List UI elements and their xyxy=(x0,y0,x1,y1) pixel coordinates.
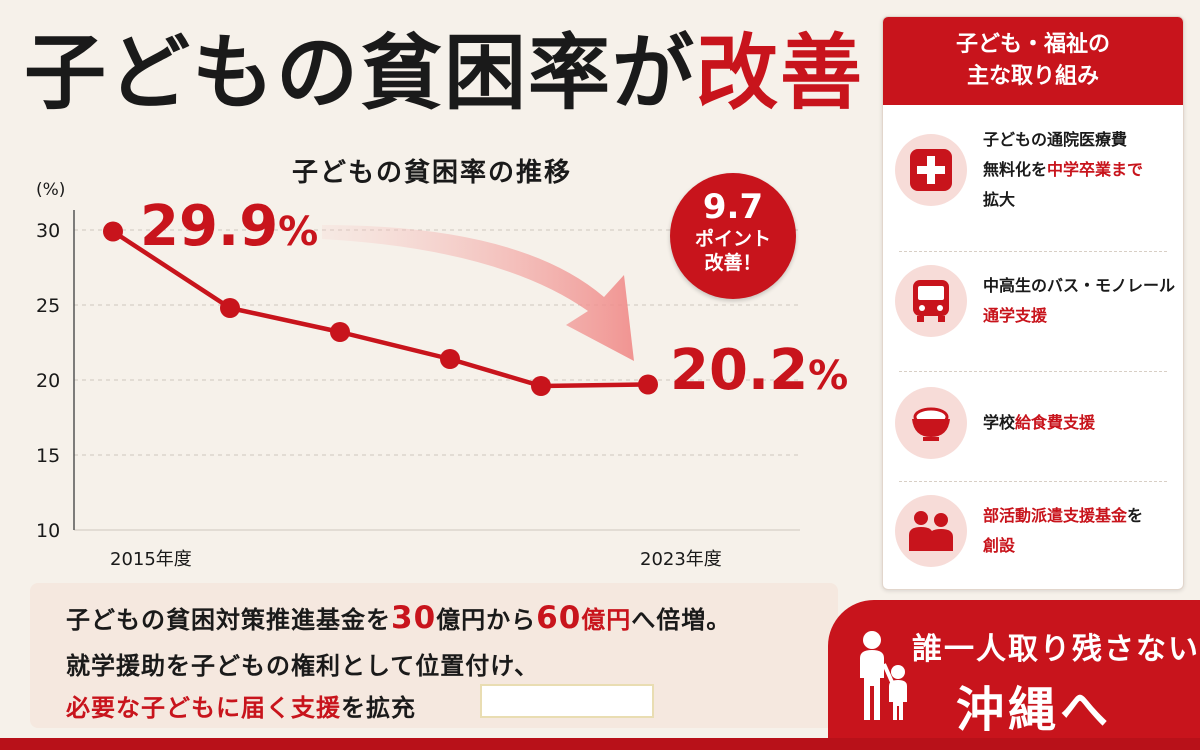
medical-cross-icon xyxy=(895,134,967,206)
note-l1-amount-from: 30 xyxy=(391,600,437,636)
initiative-bus-line1: 中高生のバス・モノレール xyxy=(983,276,1176,295)
note-l1-amount-to: 60 xyxy=(536,600,582,636)
initiative-club: 部活動派遣支援基金を 創設 xyxy=(883,495,1183,567)
initiative-medical-text: 子どもの通院医療費 無料化を中学卒業まで 拡大 xyxy=(983,125,1143,215)
improvement-badge: 9.7 ポイント 改善！ xyxy=(670,173,796,299)
panel-header: 子ども・福祉の 主な取り組み xyxy=(883,17,1183,105)
initiatives-panel: 子ども・福祉の 主な取り組み 子どもの通院医療費 無料化を中学卒業まで 拡大 中… xyxy=(882,16,1184,590)
bus-icon xyxy=(895,265,967,337)
panel-divider xyxy=(899,481,1167,482)
initiative-club-line1b: を xyxy=(1127,506,1144,525)
note-l3-highlight: 必要な子どもに届く支援 xyxy=(66,694,341,722)
initiative-medical-highlight: 中学卒業まで xyxy=(1047,160,1144,179)
initiative-medical-line2: 無料化を中学卒業まで xyxy=(983,155,1143,185)
series-line xyxy=(111,229,649,389)
panel-divider xyxy=(899,251,1167,252)
panel-title-line2: 主な取り組み xyxy=(966,64,1099,89)
initiative-bus-text: 中高生のバス・モノレール 通学支援 xyxy=(983,271,1175,331)
data-point xyxy=(440,349,460,369)
initiative-lunch-highlight: 給食費支援 xyxy=(1015,413,1096,432)
x-label-end: 2023年度 xyxy=(640,549,722,570)
initiative-lunch: 学校給食費支援 xyxy=(883,387,1183,459)
y-tick-label: 25 xyxy=(36,295,60,317)
initiative-lunch-line1a: 学校 xyxy=(983,413,1016,432)
initiative-medical-line3: 拡大 xyxy=(983,190,1016,209)
y-tick-label: 10 xyxy=(36,520,60,542)
initiative-bus: 中高生のバス・モノレール 通学支援 xyxy=(883,265,1183,337)
initiative-bus-line2: 通学支援 xyxy=(983,306,1048,325)
y-tick-label: 30 xyxy=(36,220,60,242)
initiative-medical-line1: 子どもの通院医療費 xyxy=(983,130,1128,149)
improvement-arrow xyxy=(322,225,634,361)
line-chart: (%) 30 25 20 15 10 29.9% 20.2% 2015年度 2023年度 xyxy=(36,180,848,570)
start-value-pct: % xyxy=(278,209,318,255)
rice-bowl-icon xyxy=(895,387,967,459)
y-tick-label: 20 xyxy=(36,370,60,392)
initiative-lunch-line1: 学校給食費支援 xyxy=(983,408,1095,438)
data-point xyxy=(330,322,350,342)
initiative-medical-line2a: 無料化を xyxy=(983,160,1048,179)
initiative-lunch-text: 学校給食費支援 xyxy=(983,408,1095,438)
data-point xyxy=(638,374,658,395)
family-icon xyxy=(860,631,907,720)
end-value-number: 20.2 xyxy=(670,338,808,403)
data-point xyxy=(103,221,123,242)
initiative-club-text: 部活動派遣支援基金を 創設 xyxy=(983,501,1143,561)
badge-line2: 改善！ xyxy=(704,252,762,274)
initiative-medical: 子どもの通院医療費 無料化を中学卒業まで 拡大 xyxy=(883,125,1183,215)
start-value-label: 29.9% xyxy=(140,194,318,259)
note-l3-b: を拡充 xyxy=(341,694,416,722)
start-value-number: 29.9 xyxy=(140,194,278,259)
initiative-club-highlight: 部活動派遣支援基金 xyxy=(983,506,1128,525)
data-point xyxy=(531,376,551,396)
badge-line1: ポイント xyxy=(694,228,771,250)
note-l1-f: へ倍増。 xyxy=(631,606,732,634)
headline: 子どもの貧困率が改善 xyxy=(24,18,864,128)
end-value-pct: % xyxy=(808,353,848,399)
data-point xyxy=(220,298,240,318)
policy-note-box xyxy=(30,583,838,728)
headline-accent: 改善 xyxy=(696,25,865,121)
end-value-label: 20.2% xyxy=(670,338,848,403)
badge-number: 9.7 xyxy=(702,187,764,227)
panel-divider xyxy=(899,371,1167,372)
y-unit-label: (%) xyxy=(36,180,65,200)
slogan-line1: 誰一人取り残さない xyxy=(912,632,1200,667)
slogan-banner: 誰一人取り残さない 沖縄へ xyxy=(828,600,1200,750)
initiative-club-line1: 部活動派遣支援基金を xyxy=(983,501,1143,531)
x-label-start: 2015年度 xyxy=(110,549,192,570)
policy-note-line1: 子どもの貧困対策推進基金を30億円から60億円へ倍増。 xyxy=(66,600,731,636)
people-icon xyxy=(895,495,967,567)
bottom-bar xyxy=(0,738,1200,750)
policy-note-line2: 就学援助を子どもの権利として位置付け、 xyxy=(66,652,540,680)
note-l1-e: 億円 xyxy=(581,606,632,634)
policy-note-line3: 必要な子どもに届く支援を拡充 xyxy=(66,688,416,723)
note-l1-c: 億円から xyxy=(436,606,537,634)
headline-main: 子どもの貧困率が xyxy=(24,25,697,121)
slogan-line2: 沖縄へ xyxy=(956,682,1113,738)
panel-title-line1: 子ども・福祉の xyxy=(955,32,1110,57)
blank-box xyxy=(480,684,654,718)
y-tick-label: 15 xyxy=(36,445,60,467)
note-l1-a: 子どもの貧困対策推進基金を xyxy=(66,606,391,634)
initiative-club-line2: 創設 xyxy=(983,536,1016,555)
chart-title: 子どもの貧困率の推移 xyxy=(292,158,573,188)
